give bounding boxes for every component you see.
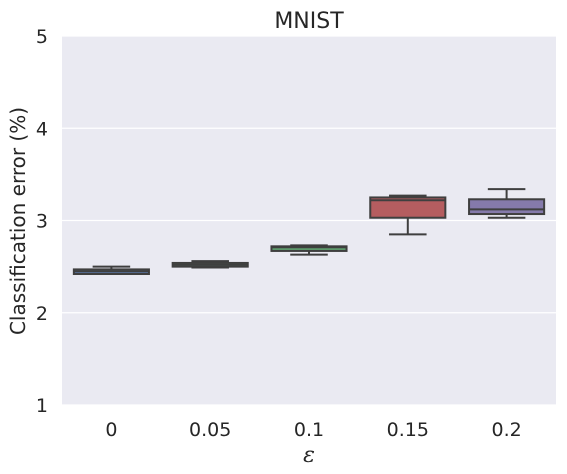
box-0.1 — [270, 244, 348, 256]
x-tick-label: 0 — [105, 419, 117, 441]
box-0.15 — [369, 194, 447, 236]
box-iqr — [369, 196, 447, 219]
y-tick-label: 4 — [36, 118, 48, 140]
x-tick-labels: 0 0.05 0.1 0.15 0.2 — [105, 419, 521, 441]
y-tick-labels: 1 2 3 4 5 — [36, 26, 48, 417]
y-tick-label: 2 — [36, 303, 48, 325]
y-tick-label: 1 — [36, 395, 48, 417]
boxes — [72, 188, 546, 276]
x-tick-label: 0.2 — [491, 419, 521, 441]
box-0 — [72, 265, 150, 276]
y-tick-label: 5 — [36, 26, 48, 48]
box-iqr — [468, 198, 546, 216]
grid — [62, 35, 556, 406]
x-axis-label: ε — [303, 443, 315, 468]
box-0.2 — [468, 188, 546, 219]
chart-title: MNIST — [274, 9, 344, 34]
y-axis-label: Classification error (%) — [6, 107, 30, 335]
x-tick-label: 0.1 — [294, 419, 324, 441]
y-tick-label: 3 — [36, 211, 48, 233]
box-0.05 — [171, 260, 249, 269]
x-tick-label: 0.05 — [189, 419, 231, 441]
x-tick-label: 0.15 — [387, 419, 429, 441]
